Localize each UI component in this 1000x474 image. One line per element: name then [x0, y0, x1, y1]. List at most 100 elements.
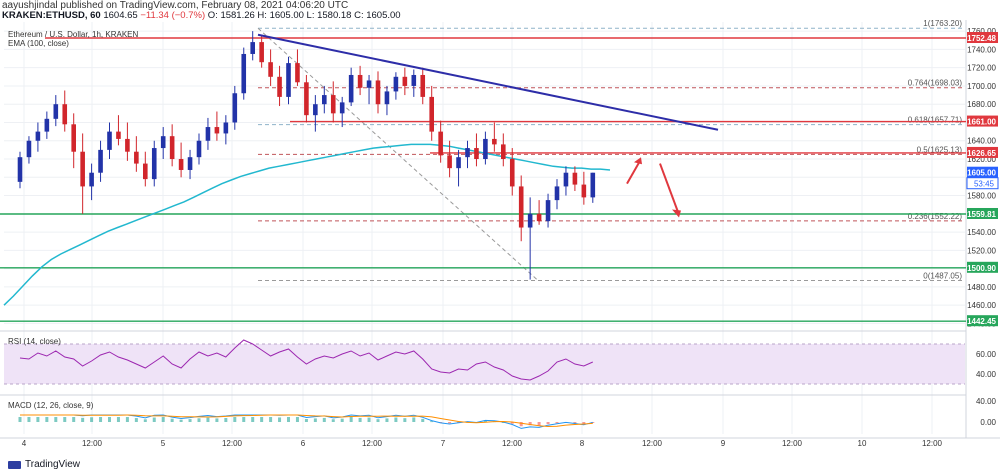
candle-body [169, 136, 175, 160]
candle-body [160, 136, 166, 149]
candle-body [366, 80, 372, 88]
last-price: 1604.65 [103, 10, 138, 21]
histogram-bar [537, 422, 541, 426]
price-tick-label: 1580.00 [967, 192, 996, 201]
ema-legend: EMA (100, close) [8, 39, 69, 48]
histogram-bar [331, 419, 335, 422]
tradingview-logo-icon [8, 460, 21, 469]
candle-body [26, 140, 32, 158]
down-arrow-head [672, 209, 681, 218]
down-arrow-shaft [659, 163, 679, 213]
fib-level-label: 1(1763.20) [923, 19, 962, 28]
time-tick-label: 6 [301, 439, 306, 448]
histogram-bar [519, 422, 523, 427]
candle-body [492, 138, 497, 145]
candle-body [125, 138, 130, 152]
candle-body [339, 102, 345, 114]
macd-tick-label: 0.00 [980, 418, 996, 427]
histogram-bar [394, 417, 398, 422]
histogram-bar [63, 417, 67, 422]
histogram-bar [125, 417, 129, 422]
candle-body [44, 118, 50, 132]
brand-name: TradingView [25, 459, 81, 470]
histogram-bar [260, 417, 264, 422]
candle-body [420, 74, 426, 97]
histogram-bar [421, 418, 425, 422]
symbol-info: KRAKEN:ETHUSD, 60 1604.65 −11.34 (−0.7%)… [2, 10, 401, 21]
histogram-bar [152, 417, 156, 422]
candle-body [286, 63, 291, 97]
rsi-band [4, 344, 965, 384]
histogram-bar [45, 417, 49, 422]
time-tick-label: 10 [858, 439, 867, 448]
price-label-box [967, 207, 998, 219]
candle-body [447, 155, 452, 169]
histogram-bar [313, 418, 317, 422]
histogram-bar [179, 419, 183, 422]
histogram-bar [555, 422, 559, 424]
candle-body [17, 157, 23, 182]
time-tick-label: 12:00 [642, 439, 663, 448]
up-arrow-head [634, 157, 642, 165]
histogram-bar [510, 422, 514, 424]
ema-100-line [3, 143, 611, 306]
candle-body [196, 140, 202, 158]
candle-body [357, 74, 363, 88]
up-arrow-shaft [626, 160, 641, 185]
candle-body [456, 157, 461, 169]
histogram-bar [206, 417, 210, 422]
horizontal-levels [0, 37, 966, 322]
histogram-bar [573, 422, 577, 424]
author[interactable]: aayushjindal [2, 0, 58, 11]
histogram-bar [358, 417, 362, 422]
candle-body [62, 104, 68, 125]
candle-body [402, 76, 408, 86]
histogram-bar [134, 418, 138, 422]
price-label-box [967, 261, 998, 273]
candle-body [465, 148, 470, 158]
candle-body [483, 138, 488, 160]
histogram-bar [161, 417, 165, 422]
price-tick-label: 1680.00 [967, 100, 996, 109]
candle-body [313, 104, 318, 116]
candle-body [53, 104, 59, 119]
histogram-bar [27, 417, 31, 422]
histogram-bar [215, 418, 219, 422]
time-tick-label: 12:00 [222, 439, 243, 448]
time-tick-label: 9 [721, 439, 726, 448]
main-pane [4, 22, 965, 328]
price-label-box [967, 146, 998, 158]
histogram-bar [72, 417, 76, 422]
macd-legend: MACD (12, 26, close, 9) [8, 401, 94, 410]
histogram-bar [54, 417, 58, 422]
candle-body [232, 93, 238, 123]
countdown-text: 53:45 [974, 180, 995, 189]
candle-body [71, 124, 76, 152]
candle-body [474, 148, 479, 160]
symbol[interactable]: KRAKEN:ETHUSD, 60 [2, 10, 101, 21]
candle-body [411, 74, 417, 86]
candle-body [107, 131, 112, 150]
candle-body [330, 95, 336, 114]
histogram-bar [224, 417, 228, 422]
macd-tick-label: 40.00 [976, 397, 997, 406]
candle-body [527, 213, 533, 228]
candle-body [250, 42, 255, 54]
candle-body [590, 172, 596, 198]
price-label-text: 1752.48 [967, 34, 996, 43]
candle-body [214, 127, 220, 134]
price-label-text: 1661.00 [967, 118, 996, 127]
price-label-box [967, 115, 998, 127]
histogram-bar [242, 417, 246, 422]
fibonacci-retracement [257, 27, 965, 281]
price-label-text: 1442.45 [967, 317, 996, 326]
time-tick-label: 8 [580, 439, 585, 448]
candle-body [581, 184, 587, 198]
price-tick-label: 1700.00 [967, 82, 996, 91]
fib-level-label: 0.764(1698.03) [908, 79, 963, 88]
candle-body [259, 42, 264, 63]
candle-body [143, 163, 148, 180]
candle-body [241, 53, 247, 94]
histogram-bar [188, 419, 192, 422]
